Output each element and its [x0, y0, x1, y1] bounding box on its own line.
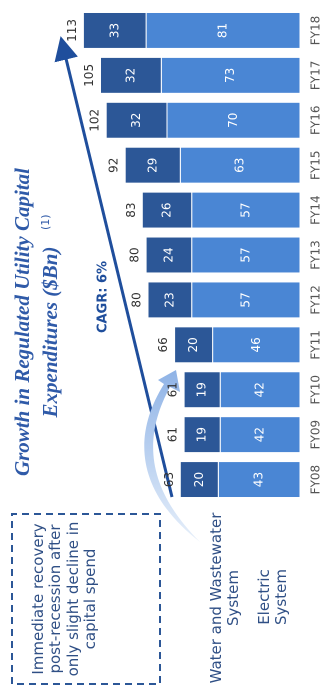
title-line: Expenditures ($Bn)	[38, 247, 62, 419]
callout-arrow	[144, 370, 200, 542]
bar-segment	[145, 236, 193, 274]
x-tick-label: FY11	[309, 330, 323, 360]
segment-label: 19	[195, 382, 209, 397]
segment-label: 20	[186, 337, 200, 352]
bar-segment	[100, 56, 162, 94]
total-label: 66	[156, 337, 170, 352]
bar-segment	[179, 461, 219, 499]
segment-label: 42	[253, 382, 267, 397]
x-tick-label: FY15	[309, 150, 323, 180]
total-label: 113	[65, 19, 79, 42]
segment-label: 57	[238, 247, 252, 262]
total-label: 83	[124, 202, 138, 217]
callout-text: Immediate recovery post-recession after …	[29, 521, 99, 677]
bar-segment	[105, 101, 168, 139]
segment-label: 32	[123, 68, 137, 83]
legend-entry: Electric System	[256, 569, 291, 625]
bar-segment	[124, 146, 181, 184]
bar-segment	[183, 371, 221, 409]
legend-entry: Water and Wastewater System	[208, 512, 243, 684]
segment-label: 46	[249, 337, 263, 352]
x-tick-label: FY18	[309, 16, 323, 46]
x-tick-label: FY16	[309, 106, 323, 136]
total-label: 63	[162, 472, 176, 487]
segment-label: 26	[160, 202, 174, 217]
callout-wrap: Immediate recovery post-recession after …	[29, 521, 99, 677]
segment-label: 70	[226, 113, 240, 128]
segment-label: 19	[195, 427, 209, 442]
bar-segment	[141, 191, 193, 229]
segment-label: 24	[161, 247, 175, 262]
title-note: (1)	[39, 214, 52, 230]
x-tick-label: FY17	[309, 61, 323, 91]
segment-label: 33	[107, 23, 121, 38]
x-tick-label: FY10	[309, 375, 323, 405]
segment-label: 73	[223, 68, 237, 83]
total-label: 61	[166, 427, 180, 442]
segment-label: 81	[216, 23, 230, 38]
x-tick-label: FY13	[309, 240, 323, 270]
segment-label: 42	[253, 427, 267, 442]
segment-label: 57	[238, 292, 252, 307]
bar-segment	[183, 416, 221, 454]
legend-wrap: Water and Wastewater System	[208, 512, 243, 684]
total-label: 105	[82, 64, 96, 87]
total-label: 61	[166, 382, 180, 397]
bar-segment	[82, 11, 147, 49]
callout-box	[11, 513, 161, 685]
segment-label: 57	[238, 202, 252, 217]
x-tick-label: FY09	[309, 420, 323, 450]
total-label: 92	[107, 158, 121, 173]
segment-label: 43	[252, 472, 266, 487]
total-label: 80	[128, 247, 142, 262]
rotated-frame: Growth in Regulated Utility Capital Expe…	[10, 11, 323, 685]
bar-segment	[174, 326, 214, 364]
x-tick-label: FY08	[309, 465, 323, 495]
segment-label: 32	[129, 113, 143, 128]
bar-segment	[147, 281, 193, 319]
segment-label: 63	[233, 158, 247, 173]
total-label: 80	[130, 292, 144, 307]
x-tick-label: FY14	[309, 195, 323, 225]
legend-wrap: Electric System	[256, 569, 291, 625]
segment-label: 20	[192, 472, 206, 487]
total-label: 102	[88, 109, 102, 132]
segment-label: 23	[162, 292, 176, 307]
x-tick-label: FY12	[309, 285, 323, 315]
annotation: CAGR: 6%	[96, 261, 111, 333]
segment-label: 29	[145, 158, 159, 173]
title-line: Growth in Regulated Utility Capital	[10, 168, 34, 476]
